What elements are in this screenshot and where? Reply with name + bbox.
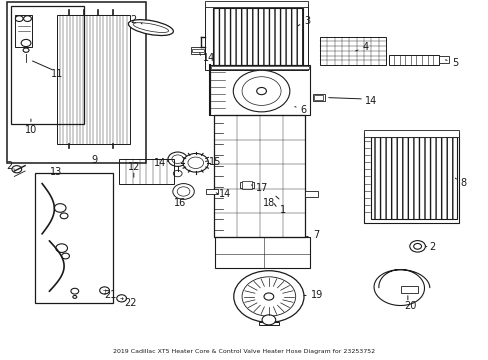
Text: 14: 14 [365,96,377,106]
Text: 9: 9 [92,155,98,165]
Bar [370,137,456,220]
Bar [363,134,458,223]
Circle shape [242,77,281,105]
Bar [205,189,217,194]
Text: 5: 5 [451,58,457,68]
Text: 22: 22 [124,298,136,308]
Bar [57,15,130,144]
Circle shape [409,240,425,252]
Text: 7: 7 [312,230,318,239]
Text: 1: 1 [279,206,285,216]
Bar [305,192,317,197]
Circle shape [100,287,109,294]
Circle shape [23,48,29,52]
Text: 18: 18 [263,198,275,208]
Circle shape [61,253,69,259]
Circle shape [262,315,275,325]
Text: 14: 14 [154,158,166,168]
Text: 19: 19 [310,290,323,300]
Text: 2019 Cadillac XT5 Heater Core & Control Valve Heater Hose Diagram for 23253752: 2019 Cadillac XT5 Heater Core & Control … [113,349,375,354]
Circle shape [71,288,79,294]
Bar [211,66,309,69]
Circle shape [73,296,77,298]
Text: 12: 12 [127,162,140,172]
Ellipse shape [128,20,173,36]
Ellipse shape [133,23,168,32]
Text: 2: 2 [130,15,136,26]
Bar [388,55,438,64]
Circle shape [15,16,23,22]
Circle shape [12,166,21,173]
Text: 14: 14 [202,53,214,63]
Bar [215,237,310,268]
Text: 13: 13 [50,167,62,177]
Bar [259,322,278,325]
Text: 20: 20 [404,301,416,311]
Circle shape [54,204,66,212]
Bar [363,130,458,137]
Text: 16: 16 [173,198,185,208]
Text: 4: 4 [362,42,368,51]
Circle shape [173,170,182,177]
Bar [6,3,146,163]
Bar [314,95,323,100]
Circle shape [56,244,67,252]
Text: 17: 17 [256,183,268,193]
Bar [438,56,448,63]
Circle shape [187,157,203,168]
Circle shape [171,155,183,163]
Bar [312,94,325,101]
Text: 15: 15 [209,157,222,167]
Circle shape [167,152,187,166]
Circle shape [256,87,266,95]
Circle shape [60,213,68,219]
Bar [320,37,385,65]
Bar [239,182,254,188]
Circle shape [177,187,189,196]
Text: 11: 11 [51,69,63,79]
Circle shape [23,16,31,22]
Text: 2: 2 [428,242,434,252]
Bar [213,116,305,237]
Text: 10: 10 [25,125,37,135]
Text: 14: 14 [219,189,231,199]
Text: 21: 21 [104,291,117,301]
Bar [192,49,203,51]
Bar [205,4,307,69]
Text: 2: 2 [6,161,13,171]
Circle shape [264,293,273,300]
Bar [241,181,252,189]
Bar [205,1,307,7]
Bar [11,6,83,125]
Bar [190,46,205,54]
Bar [400,286,417,293]
Bar [15,15,32,47]
Circle shape [172,184,194,199]
Circle shape [242,277,295,316]
Text: 6: 6 [300,105,306,115]
Circle shape [233,271,304,322]
Bar [210,65,310,116]
Bar [35,173,113,303]
Bar [119,159,173,184]
Text: 8: 8 [459,178,465,188]
Circle shape [183,153,208,172]
Circle shape [413,243,421,249]
Bar [212,8,303,65]
Circle shape [117,295,126,302]
Circle shape [233,70,289,112]
Circle shape [21,40,31,46]
Text: 3: 3 [304,17,309,27]
